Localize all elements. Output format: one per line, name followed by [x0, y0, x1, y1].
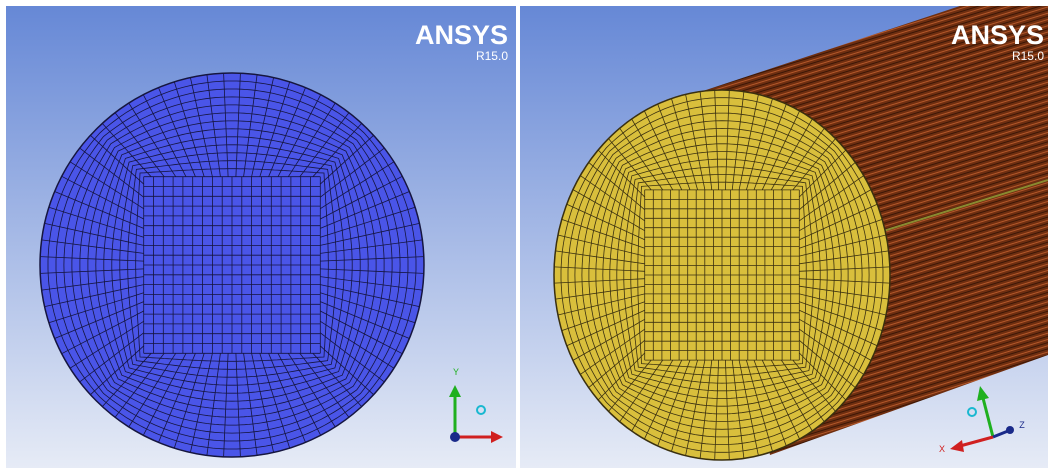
axis-label: Z	[1019, 420, 1025, 430]
viewport-pair: ANSYS R15.0 ANSYS R15.0 Y Z X	[0, 0, 1048, 475]
axis-label: X	[939, 444, 945, 454]
version: R15.0	[476, 49, 508, 63]
axis-label: Y	[453, 367, 459, 377]
mesh-face	[40, 73, 424, 457]
logo: ANSYS	[951, 20, 1044, 50]
mesh-face	[554, 90, 890, 460]
version: R15.0	[1012, 49, 1044, 63]
logo: ANSYS	[415, 20, 508, 50]
